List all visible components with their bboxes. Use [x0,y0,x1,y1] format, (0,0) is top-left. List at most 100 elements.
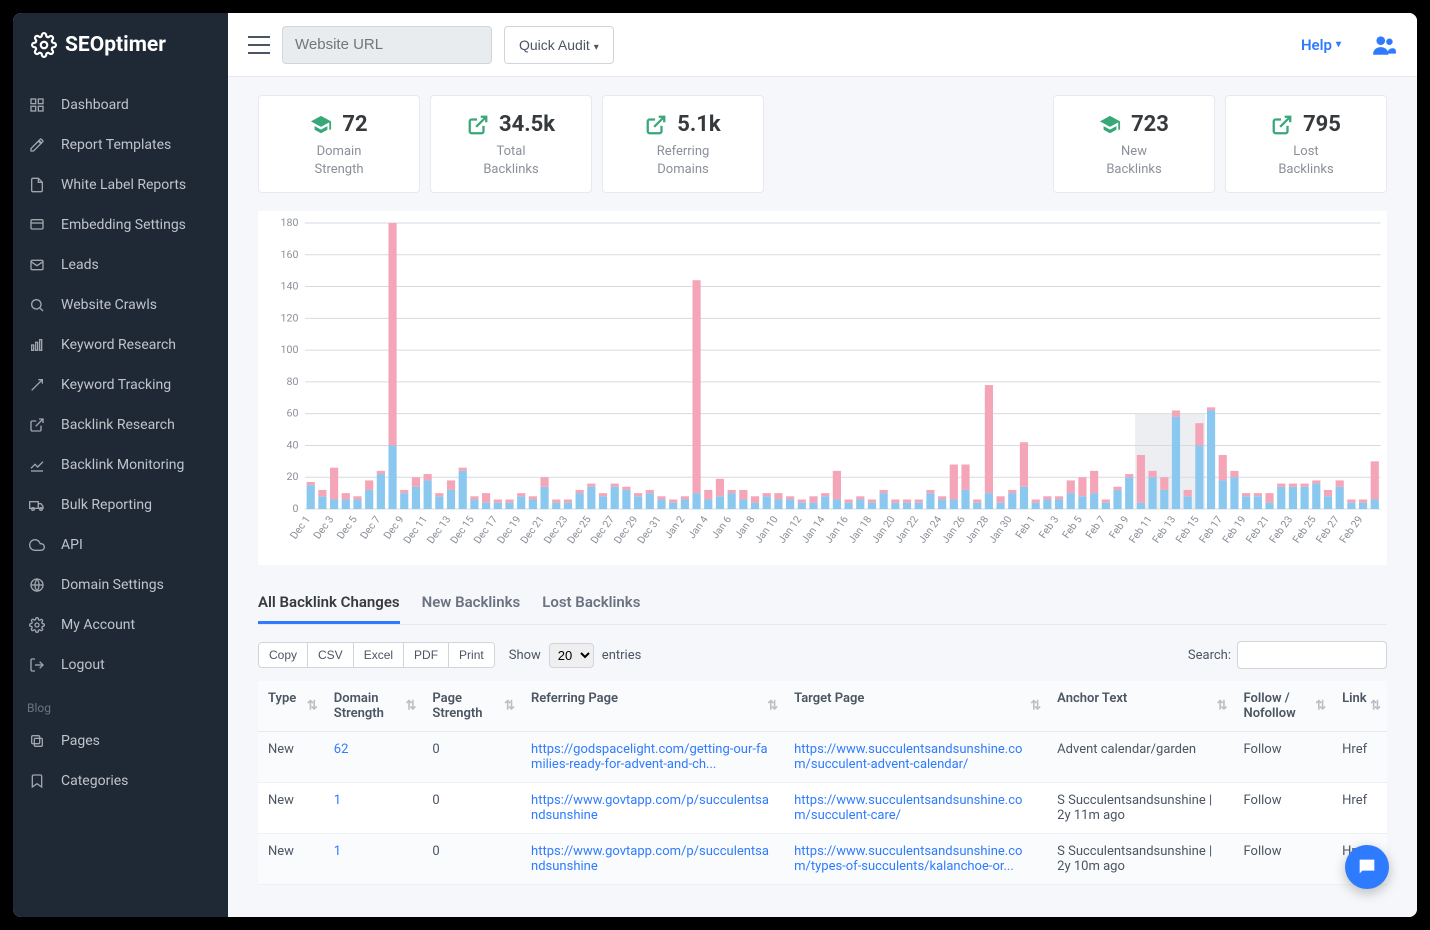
nav-item-backlink-monitoring[interactable]: Backlink Monitoring [13,445,228,485]
grid-icon [27,95,47,115]
svg-text:Jan 16: Jan 16 [822,513,852,545]
cell-target-page[interactable]: https://www.succulentsandsunshine.com/su… [784,732,1047,783]
gear-icon [27,615,47,635]
nav-item-bulk-reporting[interactable]: Bulk Reporting [13,485,228,525]
grad-icon [1099,114,1121,136]
svg-text:Jan 10: Jan 10 [752,513,782,545]
menu-toggle-icon[interactable] [248,36,270,54]
col-link[interactable]: Link⇅ [1332,681,1387,732]
nav-item-domain-settings[interactable]: Domain Settings [13,565,228,605]
cell-link-type: Href [1332,732,1387,783]
svg-text:80: 80 [287,375,299,388]
cell-referring-page[interactable]: https://godspacelight.com/getting-our-fa… [521,732,784,783]
chat-bubble-icon[interactable] [1345,845,1389,889]
svg-text:Feb 25: Feb 25 [1289,513,1318,545]
svg-text:Feb 5: Feb 5 [1059,513,1085,540]
col-type[interactable]: Type⇅ [258,681,324,732]
ext-icon [1271,114,1293,136]
nav-item-my-account[interactable]: My Account [13,605,228,645]
svg-text:Jan 24: Jan 24 [915,513,945,545]
stat-label: TotalBacklinks [441,143,581,178]
cell-type: New [258,783,324,834]
nav-item-white-label-reports[interactable]: White Label Reports [13,165,228,205]
csv-button[interactable]: CSV [308,643,354,667]
print-button[interactable]: Print [449,643,494,667]
nav-label: Backlink Monitoring [61,457,184,473]
stat-value: 723 [1131,112,1169,137]
logo-icon [31,32,57,58]
nav-item-pages[interactable]: Pages [13,721,228,761]
nav-item-report-templates[interactable]: Report Templates [13,125,228,165]
tab-lost-backlinks[interactable]: Lost Backlinks [542,583,640,624]
tab-new-backlinks[interactable]: New Backlinks [422,583,521,624]
grad-icon [310,114,332,136]
stat-card-domain-strength: 72 DomainStrength [258,95,420,193]
pdf-button[interactable]: PDF [404,643,449,667]
external-icon [27,415,47,435]
svg-text:Dec 1: Dec 1 [287,514,313,542]
col-anchor-text[interactable]: Anchor Text⇅ [1047,681,1233,732]
svg-text:Feb 3: Feb 3 [1036,513,1062,540]
svg-text:180: 180 [281,216,299,229]
copy-button[interactable]: Copy [259,643,308,667]
svg-text:60: 60 [287,407,299,420]
cell-target-page[interactable]: https://www.succulentsandsunshine.com/ty… [784,834,1047,885]
svg-text:Feb 13: Feb 13 [1149,513,1178,545]
stat-label: DomainStrength [269,143,409,178]
svg-text:0: 0 [292,502,298,515]
backlinks-chart: 020406080100120140160180Dec 1Dec 3Dec 5D… [258,211,1387,565]
stat-value: 72 [342,112,367,137]
svg-text:20: 20 [287,471,299,484]
col-referring-page[interactable]: Referring Page⇅ [521,681,784,732]
help-link[interactable]: Help▾ [1301,36,1341,54]
svg-text:Feb 21: Feb 21 [1243,514,1272,546]
col-target-page[interactable]: Target Page⇅ [784,681,1047,732]
nav-item-keyword-research[interactable]: Keyword Research [13,325,228,365]
nav-item-backlink-research[interactable]: Backlink Research [13,405,228,445]
nav: Dashboard Report Templates White Label R… [13,77,228,917]
cell-domain-strength[interactable]: 1 [324,834,423,885]
stat-label: LostBacklinks [1236,143,1376,178]
cloud-icon [27,535,47,555]
logo[interactable]: SEOptimer [13,13,228,77]
svg-text:Jan 4: Jan 4 [685,513,711,541]
svg-text:Jan 18: Jan 18 [845,513,875,545]
nav-item-categories[interactable]: Categories [13,761,228,801]
svg-text:Feb 29: Feb 29 [1336,513,1365,545]
nav-item-api[interactable]: API [13,525,228,565]
quick-audit-button[interactable]: Quick Audit ▾ [504,26,614,64]
nav-label: Domain Settings [61,577,164,593]
cell-domain-strength[interactable]: 62 [324,732,423,783]
col-page-strength[interactable]: Page Strength⇅ [422,681,521,732]
nav-label: Embedding Settings [61,217,186,233]
website-url-input[interactable] [282,26,492,64]
nav-item-dashboard[interactable]: Dashboard [13,85,228,125]
nav-label: White Label Reports [61,177,186,193]
nav-item-website-crawls[interactable]: Website Crawls [13,285,228,325]
nav-item-logout[interactable]: Logout [13,645,228,685]
nav-label: Dashboard [61,97,129,113]
logo-text: SEOptimer [65,33,166,57]
cell-referring-page[interactable]: https://www.govtapp.com/p/succulentsands… [521,834,784,885]
entries-select[interactable]: 20 [549,643,594,668]
search-icon [27,295,47,315]
svg-text:Jan 20: Jan 20 [868,513,898,545]
cell-page-strength: 0 [422,732,521,783]
excel-button[interactable]: Excel [354,643,404,667]
nav-label: Backlink Research [61,417,175,433]
nav-label: Leads [61,257,99,273]
users-icon[interactable] [1371,32,1397,58]
tab-all-backlink-changes[interactable]: All Backlink Changes [258,583,400,624]
col-domain-strength[interactable]: Domain Strength⇅ [324,681,423,732]
cell-target-page[interactable]: https://www.succulentsandsunshine.com/su… [784,783,1047,834]
cell-referring-page[interactable]: https://www.govtapp.com/p/succulentsands… [521,783,784,834]
search-input[interactable] [1237,641,1387,669]
nav-item-embedding-settings[interactable]: Embedding Settings [13,205,228,245]
svg-text:Feb 11: Feb 11 [1126,514,1155,546]
col-follow-nofollow[interactable]: Follow / Nofollow⇅ [1234,681,1333,732]
cell-domain-strength[interactable]: 1 [324,783,423,834]
nav-item-leads[interactable]: Leads [13,245,228,285]
nav-item-keyword-tracking[interactable]: Keyword Tracking [13,365,228,405]
svg-text:Jan 6: Jan 6 [708,513,734,541]
nav-label: Report Templates [61,137,171,153]
